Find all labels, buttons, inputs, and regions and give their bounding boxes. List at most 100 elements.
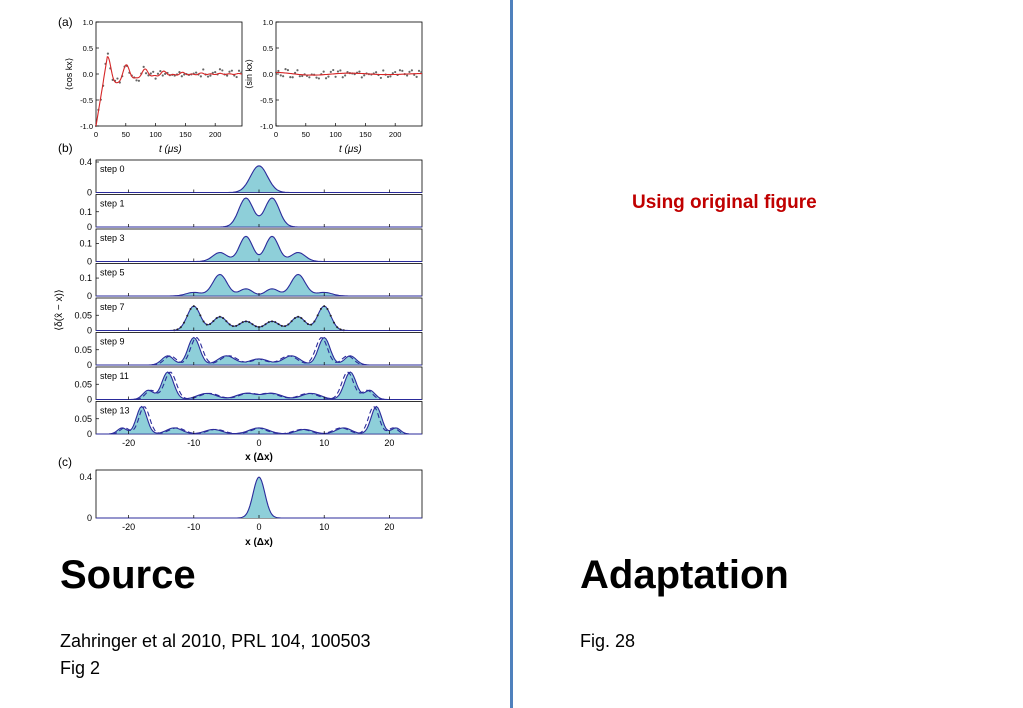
step-data-point (176, 328, 179, 331)
step-data-point (306, 323, 309, 326)
sin-data-point (286, 68, 290, 72)
step-ytick-label: 0 (87, 257, 92, 267)
step-data-point (202, 320, 205, 323)
c-xtick-label: -10 (187, 522, 200, 532)
sin-data-point (379, 76, 382, 80)
sin-x-axis-label: t (μs) (339, 144, 362, 155)
sin-data-point (293, 71, 297, 74)
cos-ytick-label: -0.5 (80, 96, 93, 105)
step-data-point (228, 323, 231, 326)
step-data-point (209, 323, 212, 326)
sin-ytick-label: 1.0 (263, 18, 273, 27)
sin-data-point (301, 74, 304, 78)
cos-data-point (221, 69, 224, 72)
step-data-point (293, 317, 296, 320)
sin-data-point (382, 69, 385, 72)
sin-ytick-label: -1.0 (260, 122, 273, 131)
step-data-point (319, 307, 322, 310)
cos-plot-frame (95, 21, 243, 127)
sin-xtick-label: 0 (274, 130, 278, 139)
c-distribution-fill (96, 477, 422, 518)
step-data-point (264, 323, 267, 326)
sin-data-point (296, 69, 299, 72)
step-label: step 13 (100, 406, 130, 416)
sin-data-point (332, 68, 335, 72)
sin-data-point (346, 70, 349, 74)
step-ytick-label: 0.1 (79, 239, 92, 249)
sin-data-point (408, 70, 411, 74)
step-data-point (215, 317, 218, 320)
cos-data-point (178, 71, 181, 74)
step-data-point (241, 321, 244, 324)
c-ytick-label: 0 (87, 513, 92, 523)
b-xtick-label: -10 (187, 438, 200, 448)
cos-data-point (235, 75, 238, 79)
sin-data-point (420, 70, 423, 74)
step-data-point (287, 323, 290, 326)
sin-data-point (279, 74, 282, 77)
cos-xtick-label: 50 (122, 130, 130, 139)
sin-fit-line (276, 71, 422, 76)
cos-data-point (202, 68, 205, 71)
step-data-point (339, 328, 342, 331)
sin-data-point (375, 71, 378, 74)
cos-data-point (144, 72, 148, 75)
sin-data-point (317, 77, 321, 80)
step-data-point (332, 321, 335, 324)
sin-data-point (329, 70, 332, 74)
cos-data-point (226, 74, 229, 77)
step-ytick-label: 0 (87, 395, 92, 405)
cos-data-point (135, 79, 138, 82)
citation-line-1: Zahringer et al 2010, PRL 104, 100503 (60, 631, 371, 651)
sin-data-point (291, 76, 294, 79)
sin-data-point (386, 75, 390, 78)
step-data-point (196, 307, 199, 310)
sin-data-point (327, 75, 330, 78)
step-ytick-label: 0.05 (74, 414, 92, 424)
sin-data-point (410, 69, 413, 72)
sin-data-point (289, 75, 292, 79)
step-label: step 0 (100, 164, 125, 174)
step-data-point (205, 323, 208, 326)
sin-data-point (363, 74, 366, 77)
step-data-point (267, 321, 270, 324)
cos-data-point (154, 77, 157, 80)
cos-data-point (214, 70, 217, 74)
cos-data-point (209, 74, 212, 77)
cos-xtick-label: 0 (94, 130, 98, 139)
cos-data-point (195, 71, 198, 74)
step-distribution-line (96, 405, 422, 435)
b-xtick-label: 10 (319, 438, 329, 448)
sin-xtick-label: 50 (302, 130, 310, 139)
citation-line-2: Fig 2 (60, 658, 101, 678)
step-data-point (212, 320, 215, 323)
panel-label-b: (b) (58, 141, 73, 155)
sin-ytick-label: 0.0 (263, 70, 273, 79)
sin-ytick-label: 0.5 (263, 44, 273, 53)
source-heading: Source (60, 553, 196, 597)
c-distribution-line (96, 476, 422, 519)
step-data-point (261, 325, 264, 328)
cos-data-point (237, 69, 241, 72)
step-distribution-fill (96, 165, 422, 193)
step-distribution-line (96, 371, 422, 401)
cos-data-point (240, 71, 243, 74)
sin-ytick-label: -0.5 (260, 96, 273, 105)
cos-data-point (180, 75, 183, 78)
sin-data-point (415, 75, 418, 78)
step-ytick-label: 0 (87, 291, 92, 301)
step-data-point (179, 326, 182, 329)
sin-data-point (394, 70, 397, 74)
step-data-point (189, 307, 192, 310)
cos-data-point (206, 75, 210, 78)
step-label: step 7 (100, 302, 125, 312)
step-label: step 5 (100, 268, 125, 278)
step-data-point (290, 320, 293, 323)
cos-data-point (156, 72, 160, 75)
cos-x-axis-label: t (μs) (159, 144, 182, 155)
step-data-point (244, 320, 247, 323)
sin-data-point (308, 76, 311, 79)
step-data-point (313, 320, 316, 323)
step-ytick-label: 0 (87, 360, 92, 370)
